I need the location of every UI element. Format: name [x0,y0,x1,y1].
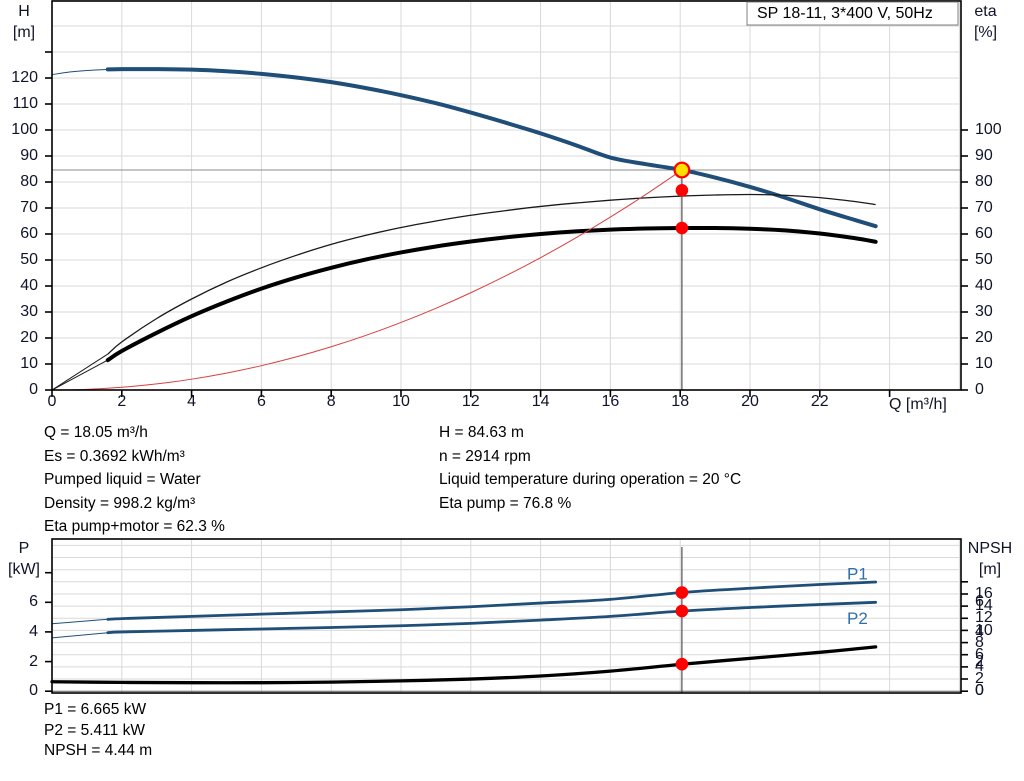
svg-text:P1: P1 [847,565,868,584]
svg-text:P2: P2 [847,609,868,628]
